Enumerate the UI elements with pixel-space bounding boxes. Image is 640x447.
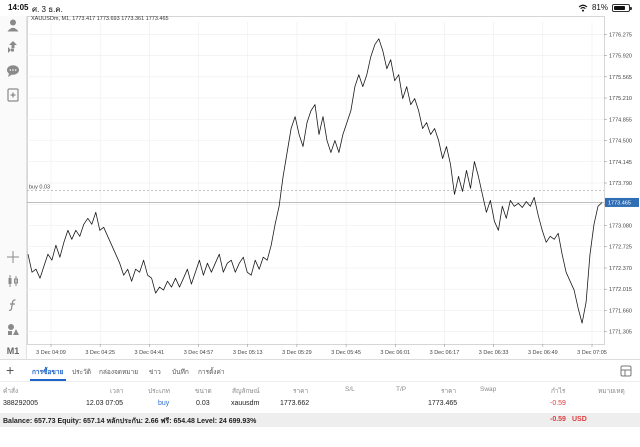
y-tick-label: 1772.370 xyxy=(609,266,632,272)
chart-canvas[interactable]: 1776.275 1775.920 1775.565 1775.210 1774.855… xyxy=(27,16,640,359)
col-type: ประเภท xyxy=(148,388,170,395)
y-tick-label: 1773.080 xyxy=(609,223,632,229)
y-tick-label: 1774.500 xyxy=(609,139,632,145)
tab-settings[interactable]: การตั้งค่า xyxy=(198,369,225,376)
function-icon[interactable] xyxy=(4,296,22,314)
cell-symbol: xauusdm xyxy=(231,400,260,407)
col-price: ราคา xyxy=(441,388,457,395)
tab-mailbox[interactable]: กล่องจดหมาย xyxy=(99,369,139,376)
price-series-line xyxy=(27,38,603,324)
x-tick-label: 3 Dec 04:41 xyxy=(135,350,165,356)
add-tab-button[interactable]: + xyxy=(6,362,15,378)
y-tick-label: 1771.305 xyxy=(609,330,632,336)
x-tick-label: 3 Dec 05:45 xyxy=(331,350,361,356)
active-tab-underline xyxy=(30,379,66,381)
x-tick-label: 3 Dec 07:05 xyxy=(577,350,607,356)
y-tick-label: 1775.565 xyxy=(609,75,632,81)
y-tick-label: 1773.790 xyxy=(609,181,632,187)
buy-line-label: buy 0.03 xyxy=(29,185,50,191)
candlestick-icon[interactable] xyxy=(4,272,22,290)
status-bar: 14:05 ศ. 3 ธ.ค. 81% xyxy=(0,0,640,16)
tab-journal[interactable]: บันทึก xyxy=(172,369,189,376)
cell-order: 388292005 xyxy=(3,400,39,407)
col-comment: หมายเหตุ xyxy=(598,388,625,395)
x-tick-label: 3 Dec 06:33 xyxy=(479,350,509,356)
trade-icon[interactable] xyxy=(4,38,22,56)
y-tick-label: 1772.015 xyxy=(609,287,632,293)
tab-news[interactable]: ข่าว xyxy=(149,369,161,376)
wifi-icon xyxy=(578,4,588,12)
y-tick-label: 1774.145 xyxy=(609,160,632,166)
cell-open-price: 1773.662 xyxy=(280,400,310,407)
empty-area xyxy=(0,427,640,447)
positions-header: คำสั่ง เวลา ประเภท ขนาด สัญลักษณ์ ราคา S… xyxy=(0,381,640,396)
battery-icon xyxy=(612,3,632,12)
y-tick-label: 1776.275 xyxy=(609,32,632,38)
account-icon[interactable] xyxy=(4,16,22,34)
x-tick-label: 3 Dec 04:57 xyxy=(184,350,214,356)
total-profit: -0.59 xyxy=(550,416,566,423)
chart-header: XAUUSDm, M1, 1773.417 1773.693 1773.361 … xyxy=(31,16,169,22)
x-tick-label: 3 Dec 05:13 xyxy=(233,350,263,356)
col-order: คำสั่ง xyxy=(3,388,19,395)
left-toolbar: M1 xyxy=(0,16,27,359)
chat-icon[interactable] xyxy=(4,62,22,80)
cell-size: 0.03 xyxy=(196,400,210,407)
status-time: 14:05 xyxy=(8,3,29,12)
table-row[interactable]: 388292005 12.03 07:05 buy 0.03 xauusdm 1… xyxy=(0,396,640,412)
tab-history[interactable]: ประวัติ xyxy=(72,369,91,376)
col-open-price: ราคา xyxy=(293,388,309,395)
y-tick-label: 1775.920 xyxy=(609,54,632,60)
x-tick-label: 3 Dec 06:17 xyxy=(430,350,460,356)
battery-fill xyxy=(614,5,626,10)
timeframe-button[interactable]: M1 xyxy=(6,346,20,356)
x-tick-label: 3 Dec 04:25 xyxy=(85,350,115,356)
bottom-tabs: + การซื้อขาย ประวัติ กล่องจดหมาย ข่าว บั… xyxy=(0,359,640,382)
new-order-icon[interactable] xyxy=(4,86,22,104)
col-symbol: สัญลักษณ์ xyxy=(232,388,260,395)
col-swap: Swap xyxy=(480,386,497,393)
tab-trade[interactable]: การซื้อขาย xyxy=(32,369,64,376)
x-tick-label: 3 Dec 05:29 xyxy=(282,350,312,356)
cell-type: buy xyxy=(158,400,170,407)
balance-bar: Balance: 657.73 Equity: 657.14 หลักประกั… xyxy=(0,413,640,427)
col-tp: T/P xyxy=(396,386,407,393)
y-tick-label: 1774.855 xyxy=(609,117,632,123)
status-date: ศ. 3 ธ.ค. xyxy=(32,5,63,14)
layout-icon[interactable] xyxy=(620,365,632,377)
balance-text: Balance: 657.73 Equity: 657.14 หลักประกั… xyxy=(3,418,257,425)
currency: USD xyxy=(572,416,587,423)
y-tick-label: 1772.725 xyxy=(609,245,632,251)
cell-time: 12.03 07:05 xyxy=(86,400,123,407)
x-tick-label: 3 Dec 06:49 xyxy=(528,350,558,356)
x-tick-label: 3 Dec 06:01 xyxy=(380,350,410,356)
status-right: 81% xyxy=(578,3,632,12)
cell-profit: -0.59 xyxy=(550,400,566,407)
col-size: ขนาด xyxy=(195,388,212,395)
col-sl: S/L xyxy=(345,386,355,393)
col-time: เวลา xyxy=(110,388,124,395)
plot-border xyxy=(27,16,605,345)
x-tick-label: 3 Dec 04:09 xyxy=(36,350,66,356)
current-price-label: 1773.465 xyxy=(608,200,631,206)
col-profit: กำไร xyxy=(551,388,566,395)
current-price-box xyxy=(605,197,639,207)
battery-percent: 81% xyxy=(591,3,608,12)
y-tick-label: 1775.210 xyxy=(609,96,632,102)
cell-price: 1773.465 xyxy=(428,400,458,407)
price-chart[interactable]: 1776.275 1775.920 1775.565 1775.210 1774.855… xyxy=(27,16,640,359)
y-tick-label: 1771.660 xyxy=(609,308,632,314)
crosshair-icon[interactable] xyxy=(4,248,22,266)
objects-icon[interactable] xyxy=(4,320,22,338)
